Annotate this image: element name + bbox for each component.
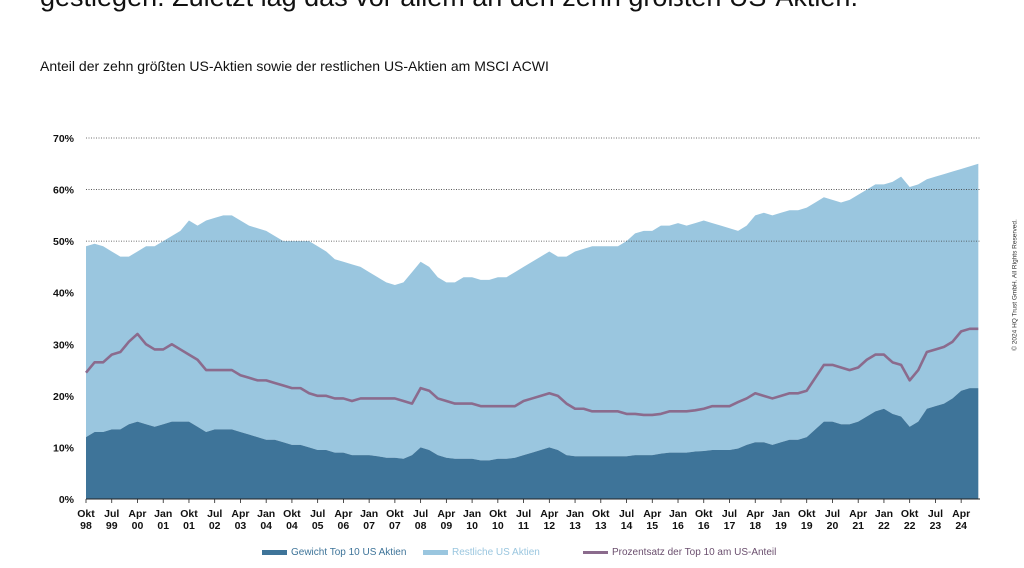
x-tick-label: 19 — [801, 520, 813, 532]
y-tick-label: 10% — [53, 442, 75, 454]
legend-label-top10: Gewicht Top 10 US Aktien — [291, 547, 407, 558]
x-tick-label: Apr — [334, 508, 352, 520]
x-tick-label: 16 — [672, 520, 684, 532]
y-tick-label: 0% — [59, 494, 75, 506]
x-tick-label: Apr — [128, 508, 146, 520]
x-tick-label: 10 — [492, 520, 504, 532]
x-tick-label: 13 — [569, 520, 581, 532]
x-tick-label: 15 — [646, 520, 658, 532]
x-tick-label: Okt — [283, 508, 301, 520]
chart: 0%10%20%30%40%50%60%70%Okt98Jul99Apr00Ja… — [53, 133, 980, 532]
x-tick-label: 19 — [775, 520, 787, 532]
x-tick-label: Jul — [207, 508, 222, 520]
y-tick-label: 60% — [53, 185, 75, 197]
x-tick-label: Jul — [825, 508, 840, 520]
x-tick-label: 04 — [260, 520, 272, 532]
x-tick-label: Jul — [413, 508, 428, 520]
x-tick-label: 22 — [904, 520, 916, 532]
y-tick-label: 20% — [53, 391, 75, 403]
x-tick-label: 07 — [389, 520, 401, 532]
legend-rest: Restliche US Aktien — [423, 547, 540, 558]
x-tick-label: 11 — [518, 520, 529, 532]
x-tick-label: Jan — [257, 508, 275, 520]
x-tick-label: Jul — [619, 508, 634, 520]
x-tick-label: 05 — [312, 520, 324, 532]
x-tick-label: Okt — [489, 508, 507, 520]
x-tick-label: 01 — [183, 520, 195, 532]
x-tick-label: Jan — [772, 508, 790, 520]
x-tick-label: Jan — [154, 508, 172, 520]
x-tick-label: Okt — [180, 508, 198, 520]
x-tick-label: 22 — [878, 520, 890, 532]
x-tick-label: 23 — [930, 520, 942, 532]
chart-title: Anteil der zehn größten US-Aktien sowie … — [40, 58, 549, 74]
x-tick-label: Jan — [463, 508, 481, 520]
x-tick-label: 18 — [749, 520, 761, 532]
legend-label-rest: Restliche US Aktien — [452, 547, 540, 558]
legend-label-line: Prozentsatz der Top 10 am US-Anteil — [612, 547, 777, 558]
x-tick-label: 16 — [698, 520, 710, 532]
y-tick-label: 50% — [53, 236, 75, 248]
x-tick-label: 09 — [441, 520, 453, 532]
y-tick-label: 40% — [53, 288, 75, 300]
x-tick-label: Okt — [592, 508, 610, 520]
legend-line: Prozentsatz der Top 10 am US-Anteil — [583, 547, 776, 558]
x-tick-label: Okt — [386, 508, 404, 520]
x-tick-label: Apr — [746, 508, 764, 520]
legend-swatch-line — [583, 551, 608, 554]
headline: gestiegen. Zuletzt lag das vor allem an … — [40, 0, 858, 13]
x-tick-label: Apr — [437, 508, 455, 520]
x-tick-label: Apr — [540, 508, 558, 520]
x-tick-label: 02 — [209, 520, 221, 532]
x-tick-label: 07 — [363, 520, 375, 532]
x-tick-label: 03 — [235, 520, 247, 532]
x-tick-label: 10 — [466, 520, 478, 532]
legend-swatch-rest — [423, 550, 448, 555]
x-tick-label: 00 — [132, 520, 144, 532]
y-tick-label: 70% — [53, 133, 75, 145]
x-tick-label: Okt — [77, 508, 95, 520]
x-tick-label: Apr — [952, 508, 970, 520]
area-restliche-us-aktien — [86, 163, 979, 461]
x-tick-label: Apr — [849, 508, 867, 520]
x-tick-label: Okt — [695, 508, 713, 520]
x-tick-label: 17 — [724, 520, 736, 532]
line-prozentsatz-top10 — [85, 327, 979, 417]
x-tick-label: Apr — [643, 508, 661, 520]
x-tick-label: 04 — [286, 520, 298, 532]
area-top10-us-aktien — [86, 388, 979, 499]
x-tick-label: 14 — [621, 520, 633, 532]
x-tick-label: Jan — [566, 508, 584, 520]
x-tick-label: 06 — [338, 520, 350, 532]
x-tick-label: 12 — [543, 520, 555, 532]
x-tick-label: Jul — [516, 508, 531, 520]
x-tick-label: 98 — [80, 520, 92, 532]
x-tick-label: Jul — [310, 508, 325, 520]
copyright: © 2024 HQ Trust GmbH. All Rights Reserve… — [1011, 219, 1019, 351]
x-tick-label: Okt — [901, 508, 919, 520]
x-tick-label: 21 — [852, 520, 864, 532]
x-tick-label: 01 — [157, 520, 169, 532]
x-tick-label: Jul — [722, 508, 737, 520]
legend-top10: Gewicht Top 10 US Aktien — [262, 547, 406, 558]
x-tick-label: 24 — [955, 520, 967, 532]
x-tick-label: Okt — [798, 508, 816, 520]
x-tick-label: 20 — [827, 520, 839, 532]
x-tick-label: Jan — [360, 508, 378, 520]
x-tick-label: Apr — [231, 508, 249, 520]
y-tick-label: 30% — [53, 339, 75, 351]
x-tick-label: Jan — [669, 508, 687, 520]
legend-swatch-top10 — [262, 550, 287, 555]
x-tick-label: 13 — [595, 520, 607, 532]
x-tick-label: 99 — [106, 520, 118, 532]
x-tick-label: Jul — [104, 508, 119, 520]
x-tick-label: Jan — [875, 508, 893, 520]
x-tick-label: Jul — [928, 508, 943, 520]
x-tick-label: 08 — [415, 520, 427, 532]
